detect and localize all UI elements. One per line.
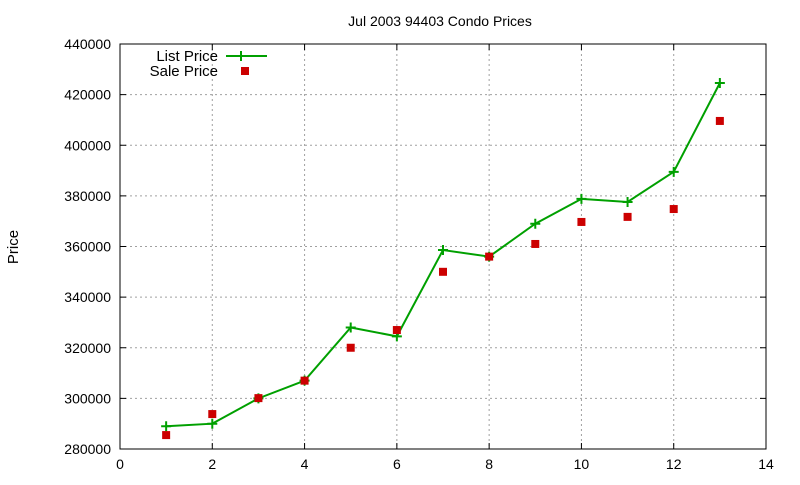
data-point [345, 322, 356, 333]
data-point [577, 217, 586, 226]
data-point [254, 394, 263, 403]
data-point [623, 212, 632, 221]
chart-title: Jul 2003 94403 Condo Prices [348, 13, 532, 29]
data-point [392, 326, 401, 335]
ticks: 0 2 4 6 8 10 12 14 280000 300000 320000 340000 36000… [64, 36, 774, 472]
y-tick-label: 380000 [64, 188, 111, 204]
series-list-price [161, 77, 725, 432]
data-point [207, 418, 218, 429]
data-point [439, 267, 447, 276]
data-point [714, 77, 725, 88]
y-tick-label: 400000 [64, 137, 111, 153]
data-point [346, 343, 355, 352]
x-tick-label: 8 [485, 456, 493, 472]
legend-label-sale-price: Sale Price [150, 63, 218, 80]
data-point [715, 116, 724, 125]
data-point [669, 205, 678, 214]
x-tick-label: 2 [208, 456, 216, 472]
data-point [576, 193, 587, 204]
x-tick-label: 6 [393, 456, 401, 472]
series-sale-price [162, 116, 724, 440]
y-tick-label: 300000 [64, 390, 111, 406]
legend-marker-sale-price [241, 67, 249, 75]
x-tick-label: 10 [574, 456, 590, 472]
y-tick-label: 280000 [64, 441, 111, 457]
data-point [161, 421, 172, 432]
x-tick-label: 0 [116, 456, 124, 472]
x-tick-label: 12 [666, 456, 682, 472]
data-point [438, 245, 448, 256]
data-point [300, 376, 309, 385]
legend: List Price Sale Price [150, 48, 267, 80]
y-tick-label: 360000 [64, 239, 111, 255]
series [161, 77, 725, 440]
data-point [531, 239, 540, 248]
y-tick-label: 320000 [64, 340, 111, 356]
y-tick-label: 340000 [64, 289, 111, 305]
x-tick-label: 14 [758, 456, 774, 472]
data-point [668, 166, 679, 177]
y-tick-label: 420000 [64, 87, 111, 103]
legend-marker-list-price [236, 51, 246, 61]
x-tick-label: 4 [301, 456, 309, 472]
legend-label-list-price: List Price [156, 48, 218, 65]
data-point [208, 410, 217, 419]
data-point [485, 252, 494, 261]
data-point [622, 196, 633, 207]
y-axis-label: Price [5, 230, 22, 264]
y-tick-label: 440000 [64, 36, 111, 52]
data-point [162, 431, 171, 440]
data-point [530, 218, 541, 229]
